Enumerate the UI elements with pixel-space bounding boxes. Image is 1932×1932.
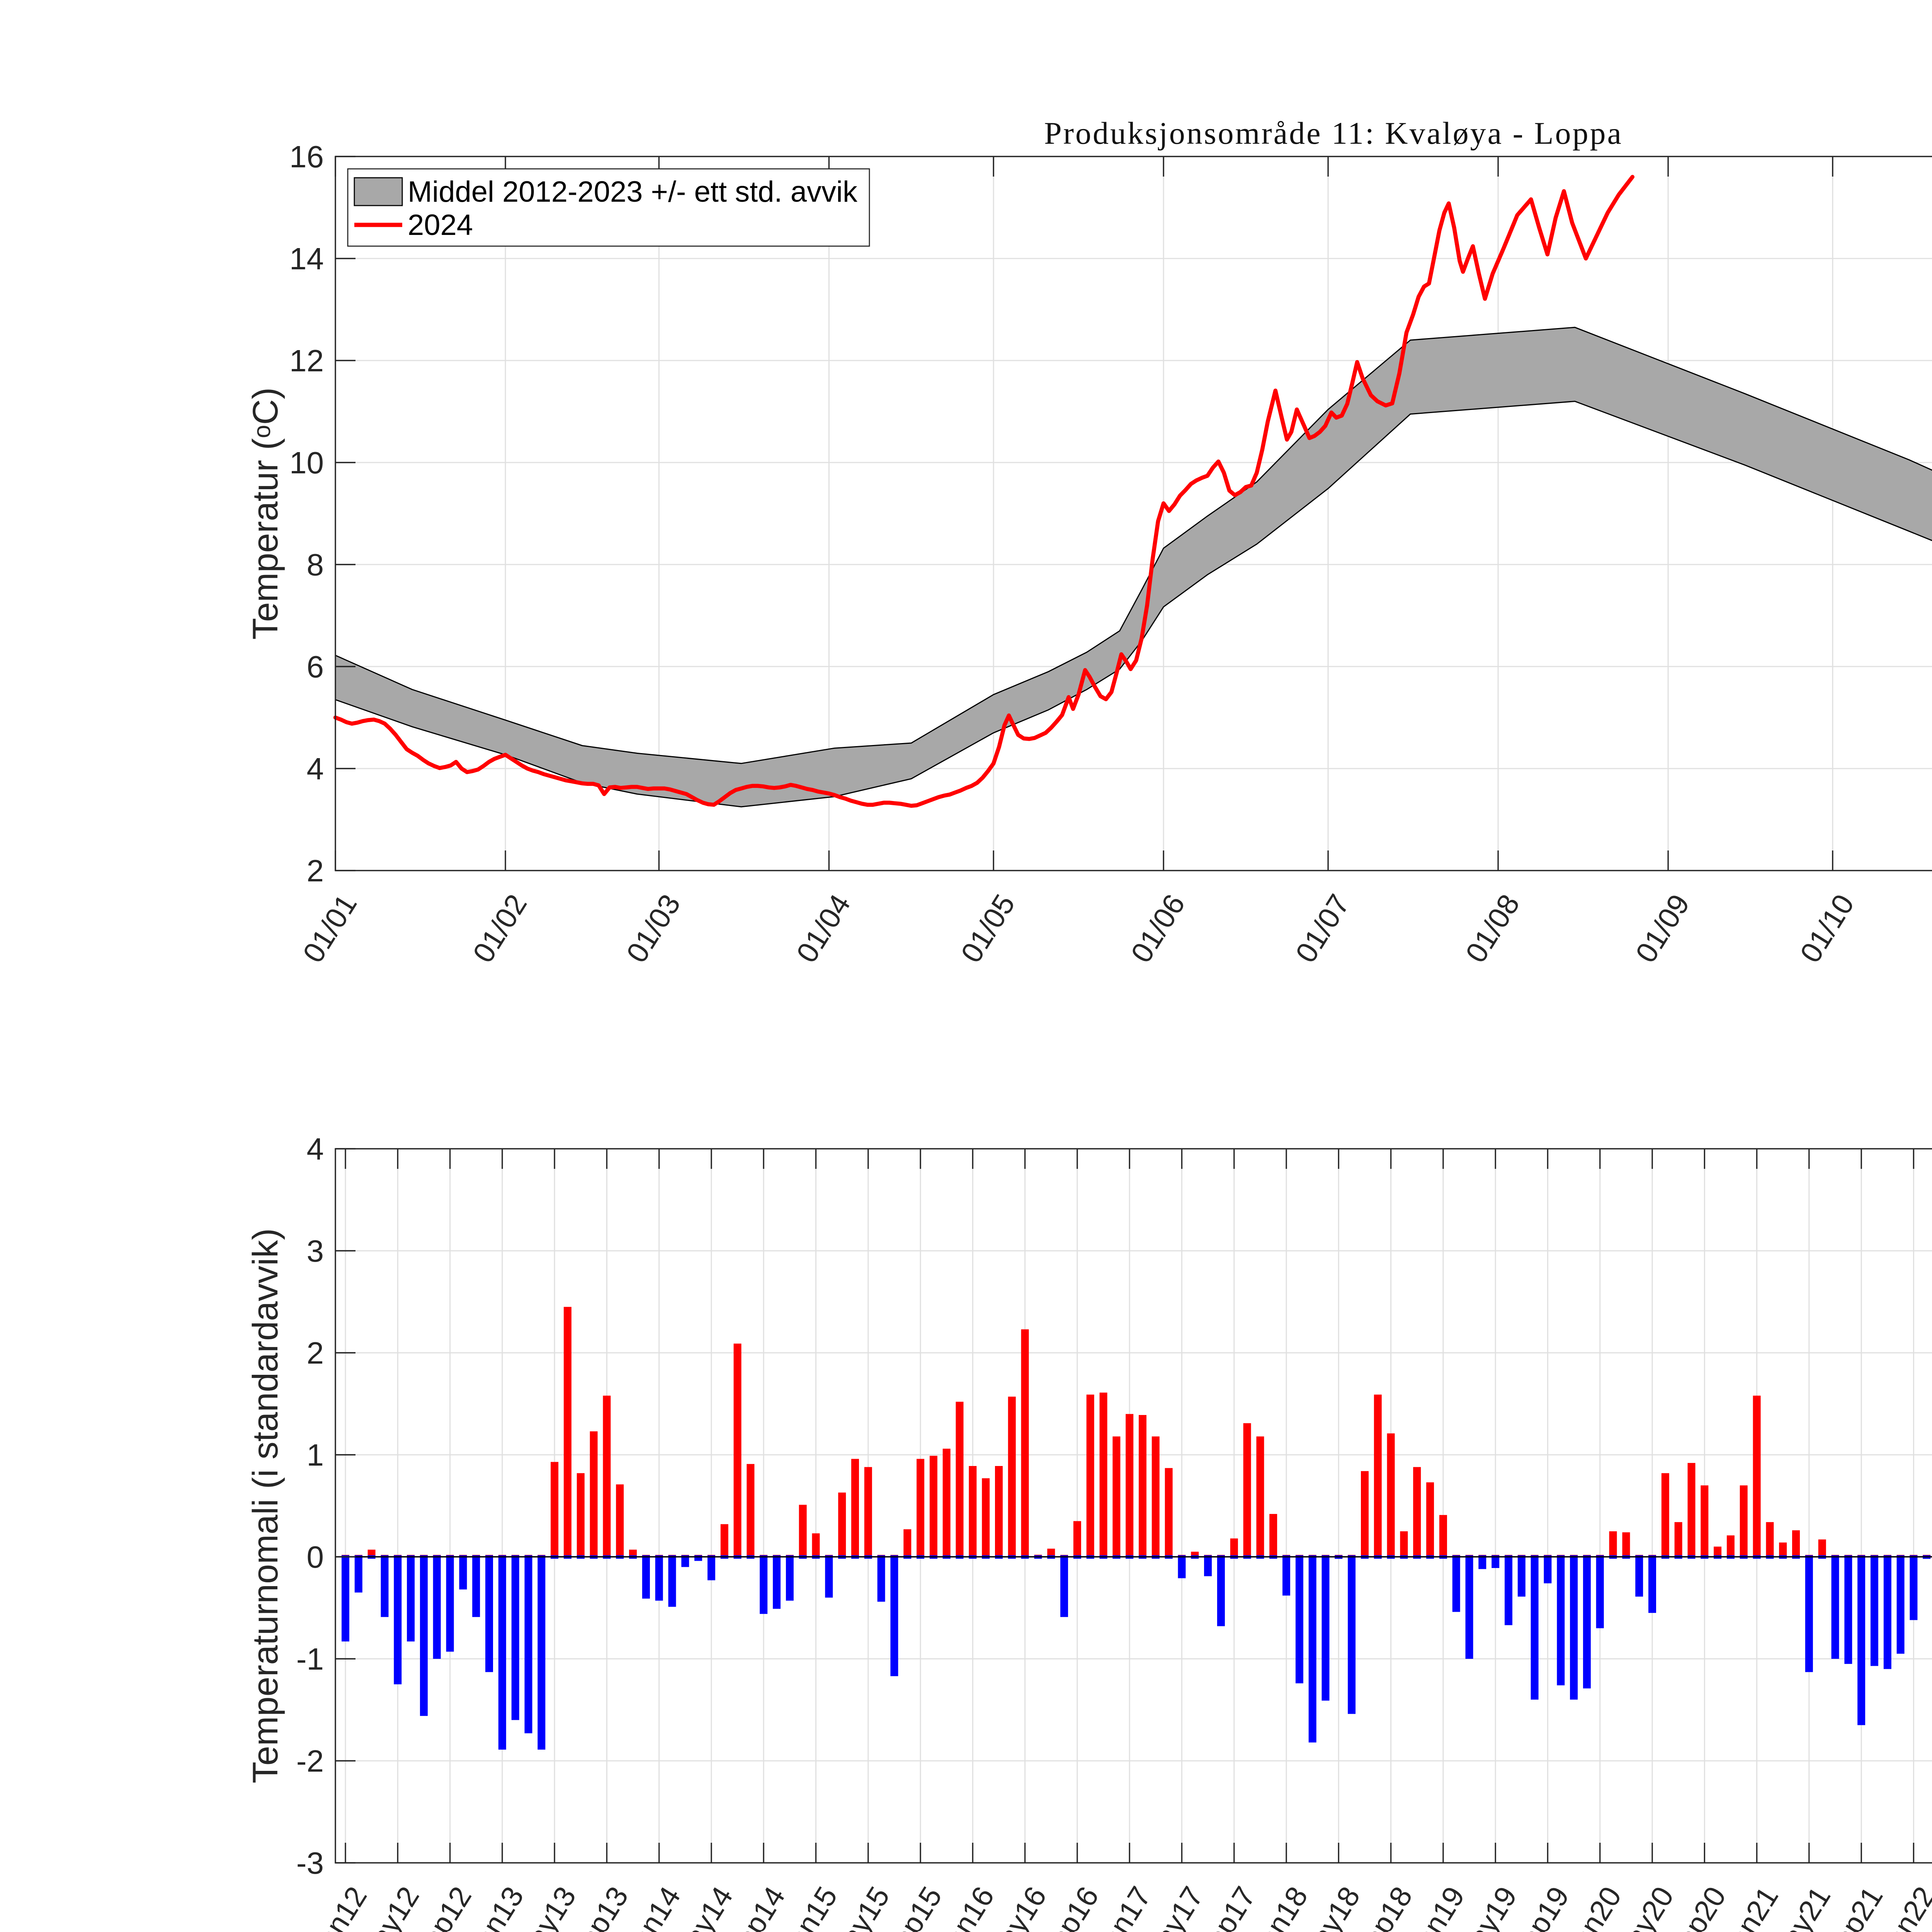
svg-text:2: 2 [307,854,324,888]
svg-text:0: 0 [307,1540,324,1574]
svg-text:16: 16 [289,139,324,174]
svg-text:2: 2 [307,1336,324,1370]
svg-text:6: 6 [307,650,324,684]
svg-text:1: 1 [307,1438,324,1472]
svg-text:Produksjonsområde 11: Kvaløya: Produksjonsområde 11: Kvaløya - Loppa [1044,116,1623,151]
svg-text:10: 10 [289,446,324,480]
svg-text:2024: 2024 [408,209,473,242]
svg-text:4: 4 [307,1132,324,1166]
svg-text:8: 8 [307,548,324,582]
svg-text:Temperaturnomali (i standardav: Temperaturnomali (i standardavvik) [246,1228,285,1784]
svg-text:4: 4 [307,752,324,786]
svg-text:-2: -2 [296,1744,324,1778]
svg-text:12: 12 [289,344,324,378]
svg-text:Temperatur (oC): Temperatur (oC) [246,387,285,639]
svg-text:-1: -1 [296,1642,324,1676]
svg-text:-3: -3 [296,1846,324,1880]
svg-text:3: 3 [307,1234,324,1268]
svg-text:14: 14 [289,242,324,276]
svg-text:Middel 2012-2023 +/- ett std.: Middel 2012-2023 +/- ett std. avvik [408,175,858,208]
